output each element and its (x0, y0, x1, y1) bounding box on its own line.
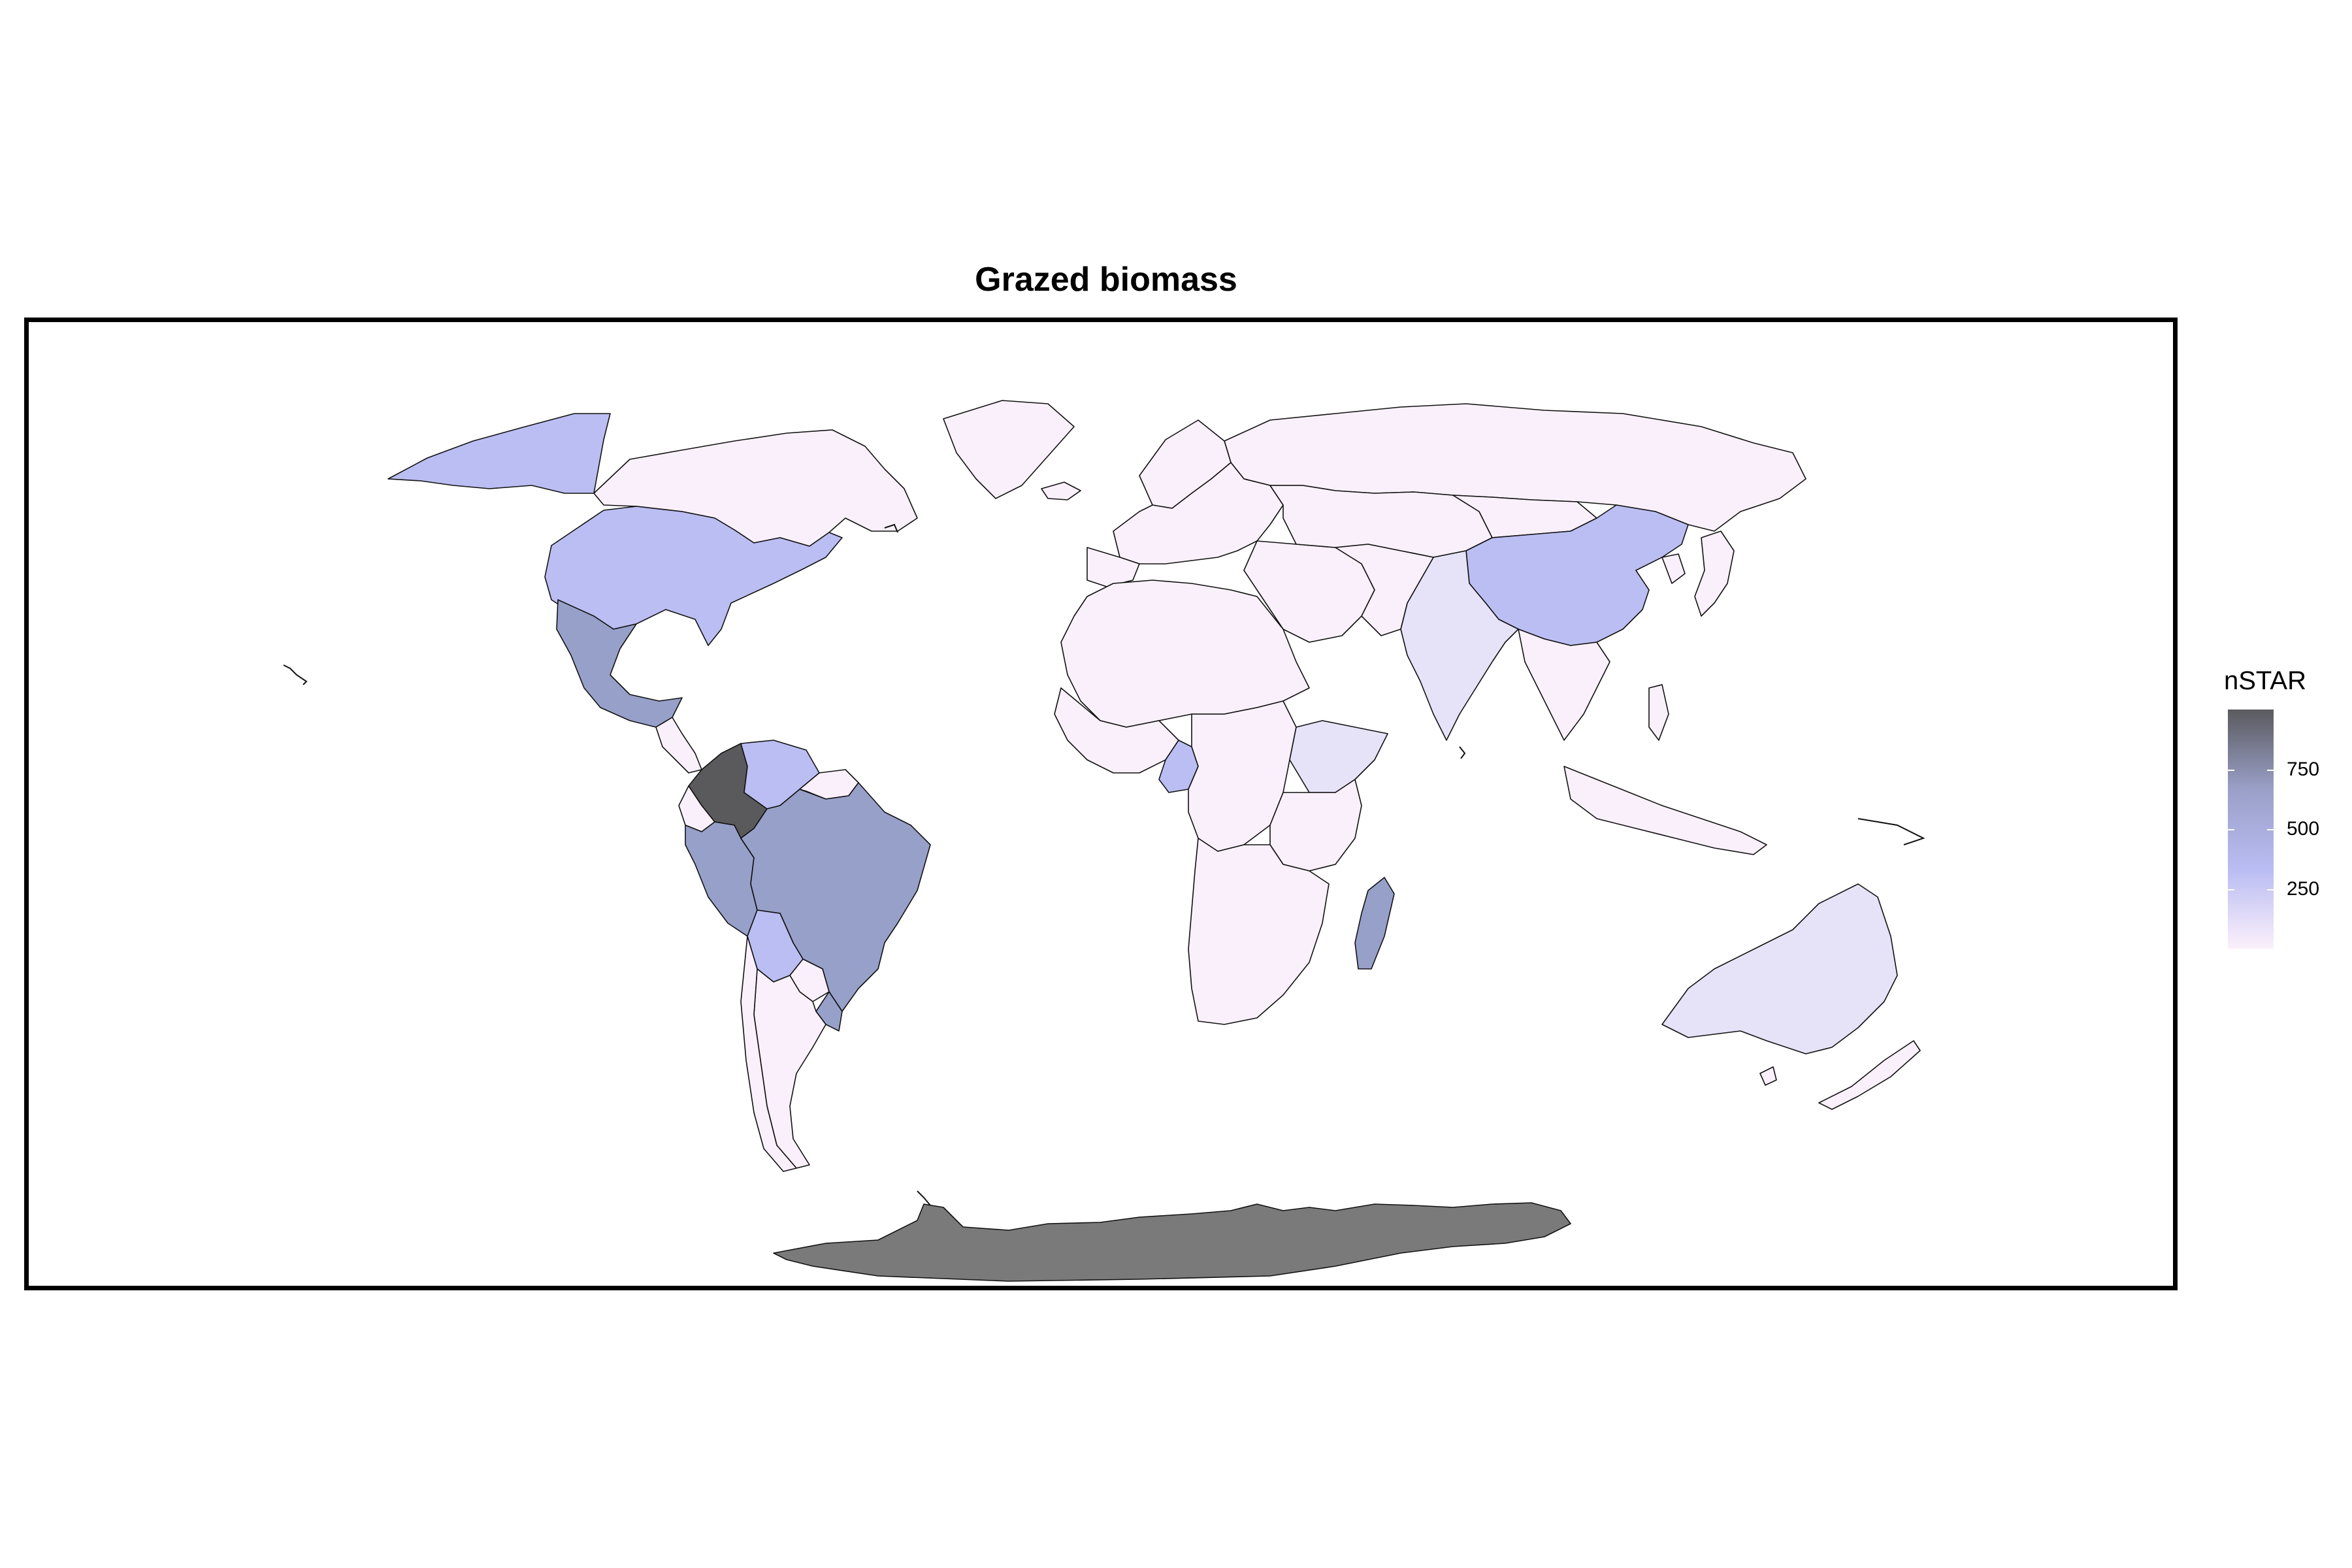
region-greenland (943, 400, 1075, 499)
legend-tick-mark-750 (2267, 769, 2274, 771)
color-legend: nSTAR 750 500 250 (2224, 666, 2348, 960)
region-korea (1661, 553, 1686, 584)
island-antarctic-peninsula (917, 1190, 931, 1206)
region-iran (1335, 544, 1434, 636)
legend-tick-500: 500 (2287, 818, 2320, 840)
region-central-america (655, 717, 702, 774)
legend-tick-mark-750 (2228, 769, 2234, 771)
region-alaska (387, 413, 611, 494)
world-map (283, 400, 1925, 1282)
region-iberia (1086, 547, 1140, 587)
island-sri-lanka (1459, 746, 1466, 759)
region-australia (1661, 883, 1898, 1054)
region-central-africa (1188, 700, 1297, 852)
region-tasmania (1759, 1066, 1777, 1086)
region-southern-africa (1188, 838, 1330, 1025)
map-title: Grazed biomass (975, 261, 1237, 299)
legend-tick-250: 250 (2287, 877, 2320, 900)
legend-colorbar (2228, 710, 2274, 949)
island-new-guinea (1857, 818, 1925, 845)
legend-title: nSTAR (2224, 666, 2306, 695)
region-philippines (1648, 684, 1669, 741)
region-japan (1694, 531, 1735, 617)
region-indonesia (1563, 766, 1767, 855)
region-madagascar (1354, 877, 1395, 970)
legend-tick-750: 750 (2287, 758, 2320, 780)
island-hawaii (283, 664, 308, 685)
region-new-zealand (1818, 1040, 1921, 1110)
island-newfoundland (884, 523, 898, 533)
legend-tick-mark-500 (2228, 829, 2234, 830)
region-chile (740, 936, 797, 1172)
region-uruguay (815, 991, 843, 1032)
legend-tick-mark-250 (2228, 889, 2234, 890)
countries-layer (387, 400, 1921, 1282)
small-islands-layer (283, 523, 1925, 1206)
region-mexico (556, 599, 683, 728)
region-west-africa (1054, 687, 1179, 774)
region-ethiopia (1289, 720, 1388, 793)
region-se-asia (1518, 629, 1610, 741)
legend-tick-mark-500 (2267, 829, 2274, 830)
region-iceland (1041, 482, 1081, 500)
legend-tick-mark-250 (2267, 889, 2274, 890)
map-panel (24, 318, 2178, 1290)
region-east-africa (1269, 779, 1362, 872)
region-antarctica (773, 1202, 1571, 1282)
